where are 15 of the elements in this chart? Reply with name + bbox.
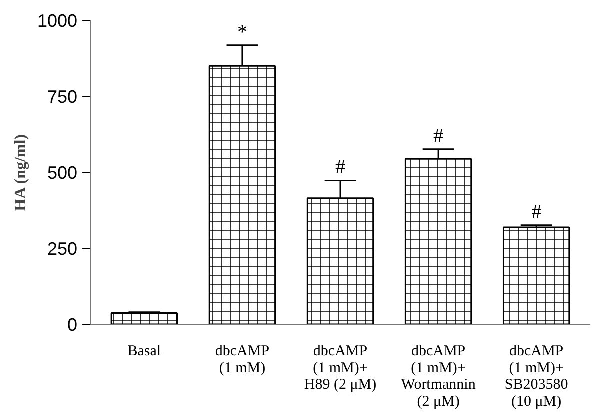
y-tick-label: 1000 [37,11,78,31]
annotation: # [532,201,542,224]
x-tick-label: dbcAMP (1 mM)+ H89 (2 μM) [304,344,377,394]
x-tick-label: dbcAMP (1 mM) [215,344,270,376]
y-tick-label: 750 [47,87,78,107]
x-tick-label: dbcAMP (1 mM)+ Wortmannin (2 μM) [401,344,476,410]
y-tick-label: 0 [67,315,78,335]
x-tick-label: dbcAMP (1 mM)+ SB203580 (10 μM) [504,344,568,410]
y-tick-label: 250 [47,239,78,259]
annotation: * [237,21,248,44]
annotation: # [434,125,444,148]
y-axis-title: HA (ng/ml) [12,134,30,212]
y-tick-label: 500 [47,163,78,183]
annotation: # [336,156,346,179]
x-tick-label: Basal [128,344,162,360]
